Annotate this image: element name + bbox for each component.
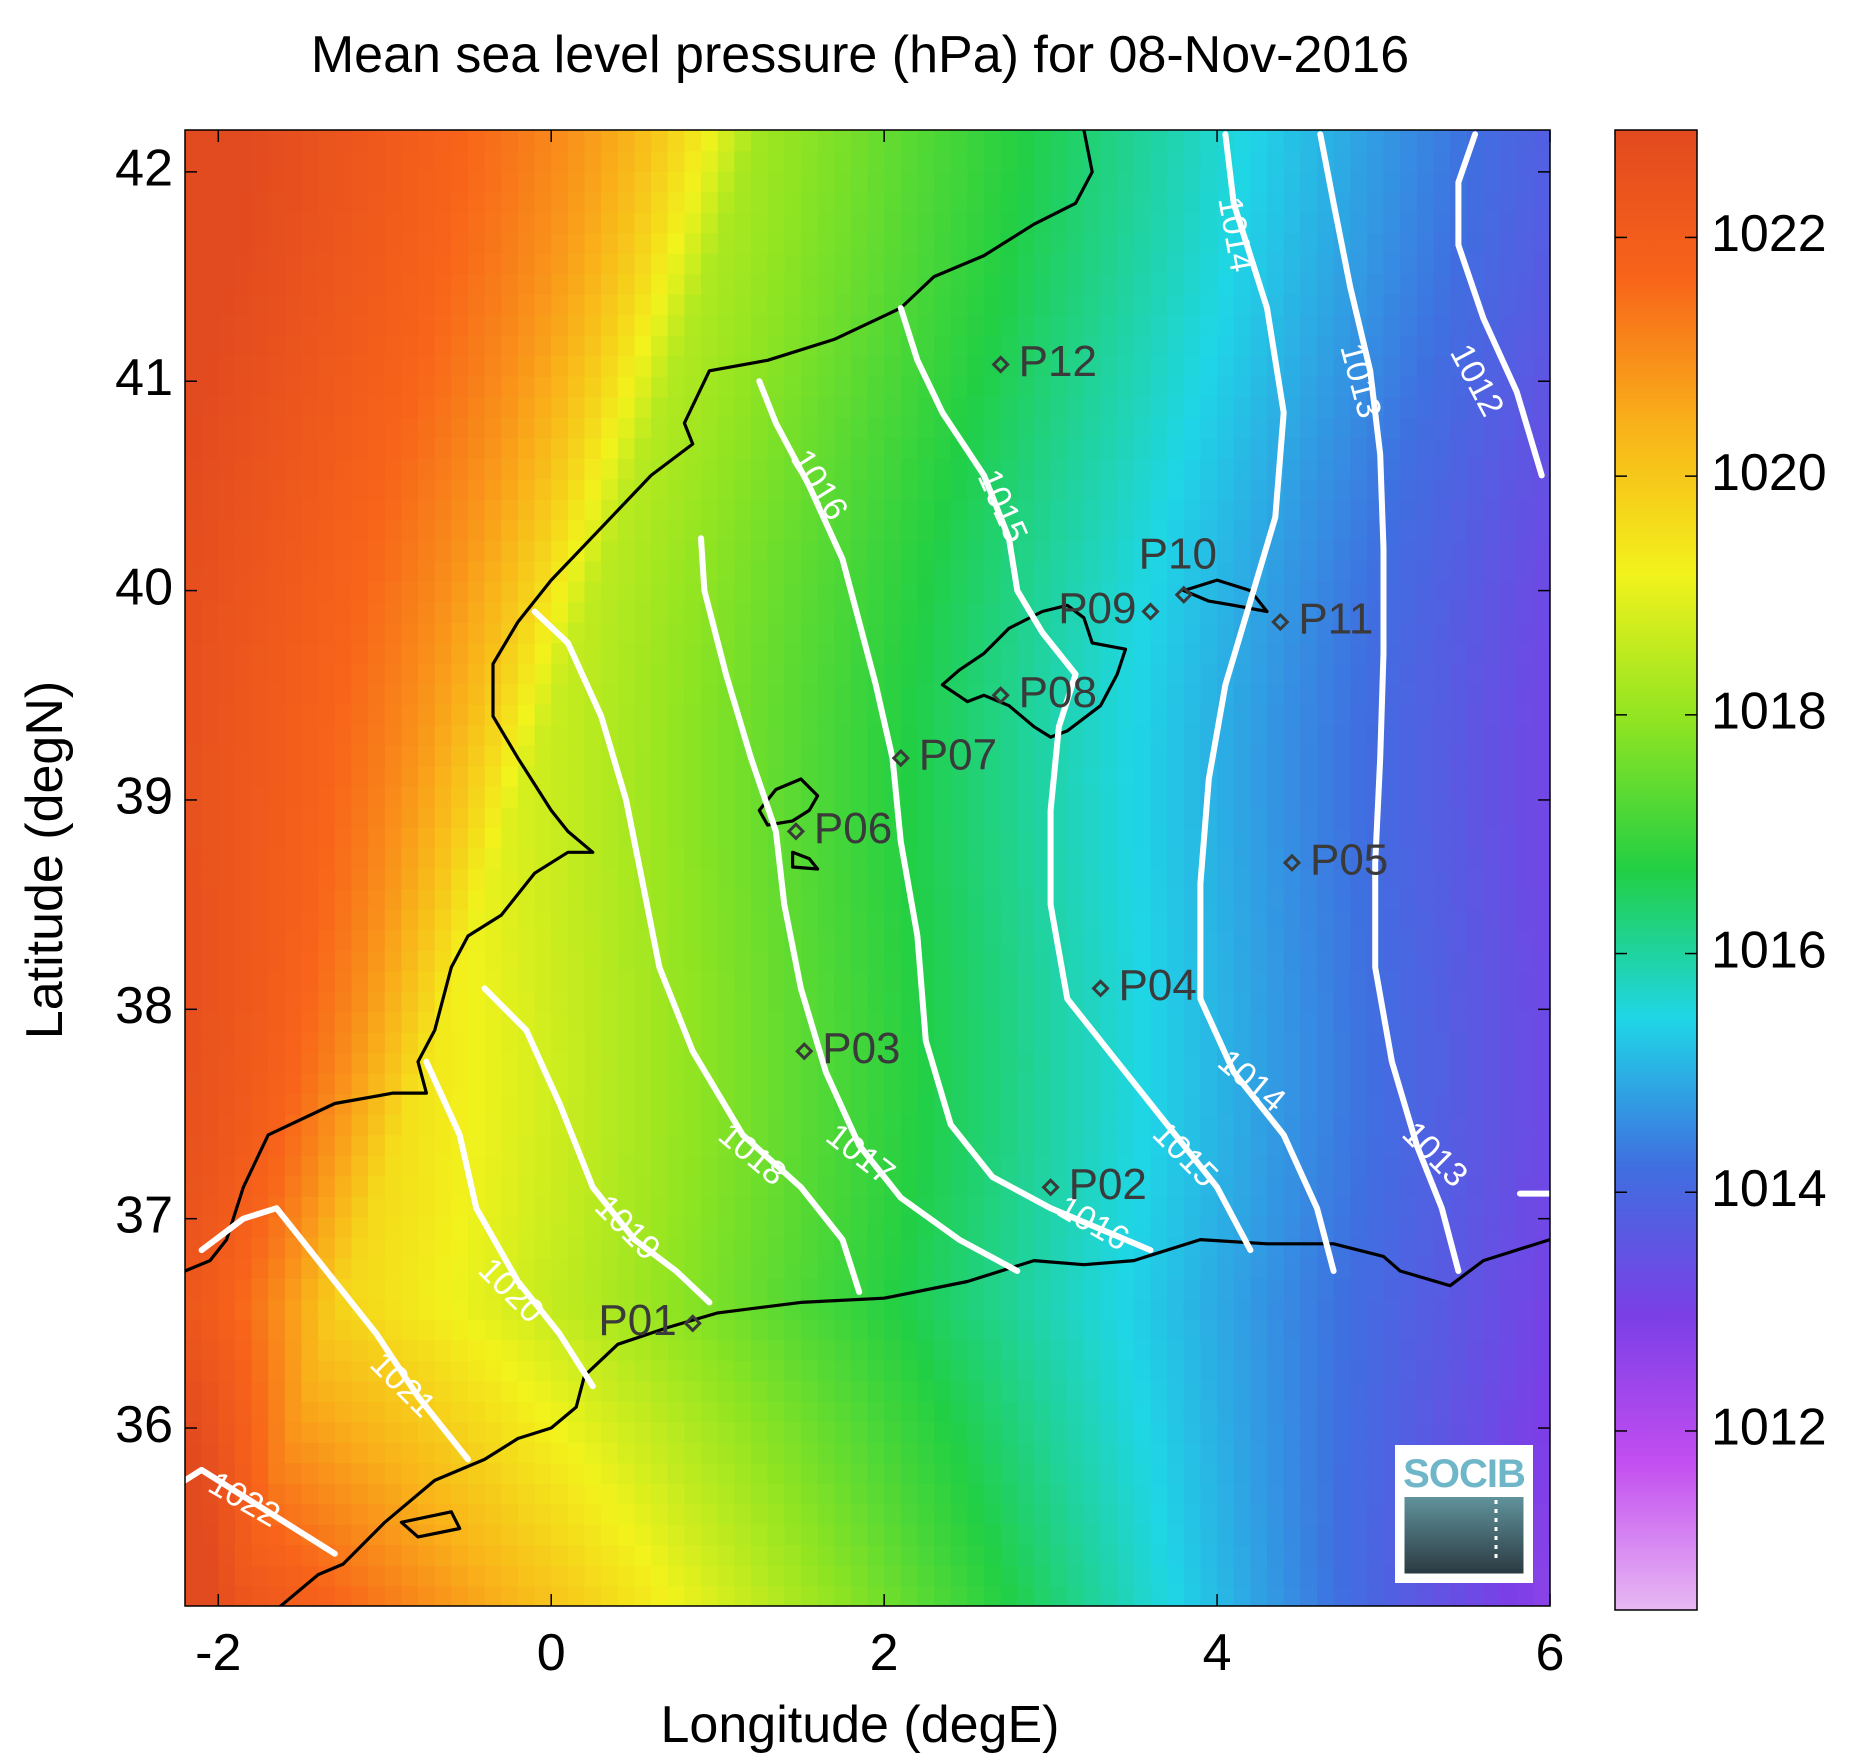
y-tick-label: 41	[115, 349, 173, 407]
station-label: P02	[1069, 1160, 1147, 1209]
plot-frame	[184, 129, 1551, 1607]
station-p10: P10	[1139, 529, 1217, 604]
coastline-alboran	[399, 1510, 462, 1539]
station-label: P06	[814, 804, 892, 853]
y-axis-label: Latitude (degN)	[16, 681, 74, 1039]
station-p08: P08	[991, 668, 1097, 717]
chart-title: Mean sea level pressure (hPa) for 08-Nov…	[311, 26, 1409, 84]
x-tick-label: 4	[1203, 1624, 1232, 1682]
colorbar-tick-label: 1016	[1711, 921, 1827, 979]
isobar-1020	[423, 1058, 596, 1390]
station-marker	[1091, 979, 1110, 998]
station-marker	[683, 1314, 702, 1333]
station-marker	[891, 748, 910, 768]
station-p01: P01	[598, 1296, 702, 1345]
station-marker	[991, 355, 1010, 374]
station-label: P01	[598, 1296, 676, 1345]
isobar-1016	[756, 378, 1154, 1254]
station-p02: P02	[1041, 1160, 1147, 1209]
station-p07: P07	[891, 731, 997, 780]
isobar-1022	[185, 1466, 338, 1557]
isobar-1013	[1317, 131, 1462, 1274]
station-p09: P09	[1058, 584, 1160, 633]
colorbar-tick-label: 1022	[1711, 205, 1827, 263]
isobar-1019	[481, 985, 713, 1306]
station-label: P12	[1019, 337, 1097, 386]
station-marker	[1174, 585, 1193, 604]
coastline-formentera	[791, 850, 820, 871]
station-marker	[795, 1042, 814, 1061]
y-tick-label: 38	[115, 977, 173, 1035]
coastline-africa	[278, 1238, 1550, 1606]
y-tick-label: 42	[115, 140, 173, 198]
station-label: P05	[1310, 835, 1388, 884]
x-axis: -2 0 2 4 6	[195, 130, 1564, 1682]
socib-logo: SOCIB	[1395, 1445, 1533, 1583]
pressure-field	[185, 130, 1550, 1606]
station-label: P04	[1119, 961, 1197, 1010]
isobar-1014	[1197, 131, 1337, 1274]
isobar-1021	[198, 1205, 471, 1463]
station-marker	[991, 686, 1010, 705]
x-tick-label: 0	[537, 1624, 566, 1682]
isobar-1018	[531, 608, 863, 1295]
x-tick-label: 6	[1536, 1624, 1565, 1682]
isobar-1017	[698, 535, 1021, 1274]
station-marker	[1271, 612, 1290, 632]
colorbar-gradient	[1614, 129, 1698, 1611]
station-label: P08	[1019, 668, 1097, 717]
colorbar-tick-label: 1014	[1711, 1160, 1827, 1218]
x-axis-label: Longitude (degE)	[661, 1696, 1060, 1754]
station-p05: P05	[1282, 835, 1388, 884]
station-marker	[786, 822, 806, 841]
isobar-1012	[1455, 131, 1545, 479]
x-tick-label: 2	[870, 1624, 899, 1682]
colorbar-ticks: 1012 1014 1016 1018 1020 1022	[1615, 205, 1827, 1457]
station-marker	[1041, 1178, 1060, 1197]
station-p04: P04	[1091, 961, 1197, 1010]
colorbar-tick-label: 1018	[1711, 683, 1827, 741]
y-axis: 36 37 38 39 40 41 42	[115, 140, 1550, 1454]
isobar-1015	[897, 305, 1254, 1254]
station-marker	[1141, 602, 1160, 621]
station-p11: P11	[1271, 595, 1373, 644]
y-tick-label: 39	[115, 768, 173, 826]
logo-text: SOCIB	[1403, 1452, 1525, 1496]
colorbar-tick-label: 1012	[1711, 1399, 1827, 1457]
station-label: P09	[1058, 584, 1136, 633]
station-p06: P06	[786, 804, 892, 853]
station-p03: P03	[795, 1024, 901, 1073]
station-marker	[1282, 853, 1302, 872]
colorbar: 1012 1014 1016 1018 1020 1022	[1614, 129, 1827, 1611]
station-label: P11	[1298, 595, 1373, 644]
y-tick-label: 40	[115, 558, 173, 616]
colorbar-tick-label: 1020	[1711, 444, 1827, 502]
coastline-mallorca	[940, 603, 1128, 739]
station-label: P07	[919, 731, 997, 780]
station-label: P10	[1139, 529, 1217, 578]
station-label: P03	[822, 1024, 900, 1073]
x-tick-label: -2	[195, 1624, 241, 1682]
station-p12: P12	[991, 337, 1097, 386]
coastline-menorca	[1182, 578, 1269, 614]
y-tick-label: 36	[115, 1396, 173, 1454]
y-tick-label: 37	[115, 1186, 173, 1244]
